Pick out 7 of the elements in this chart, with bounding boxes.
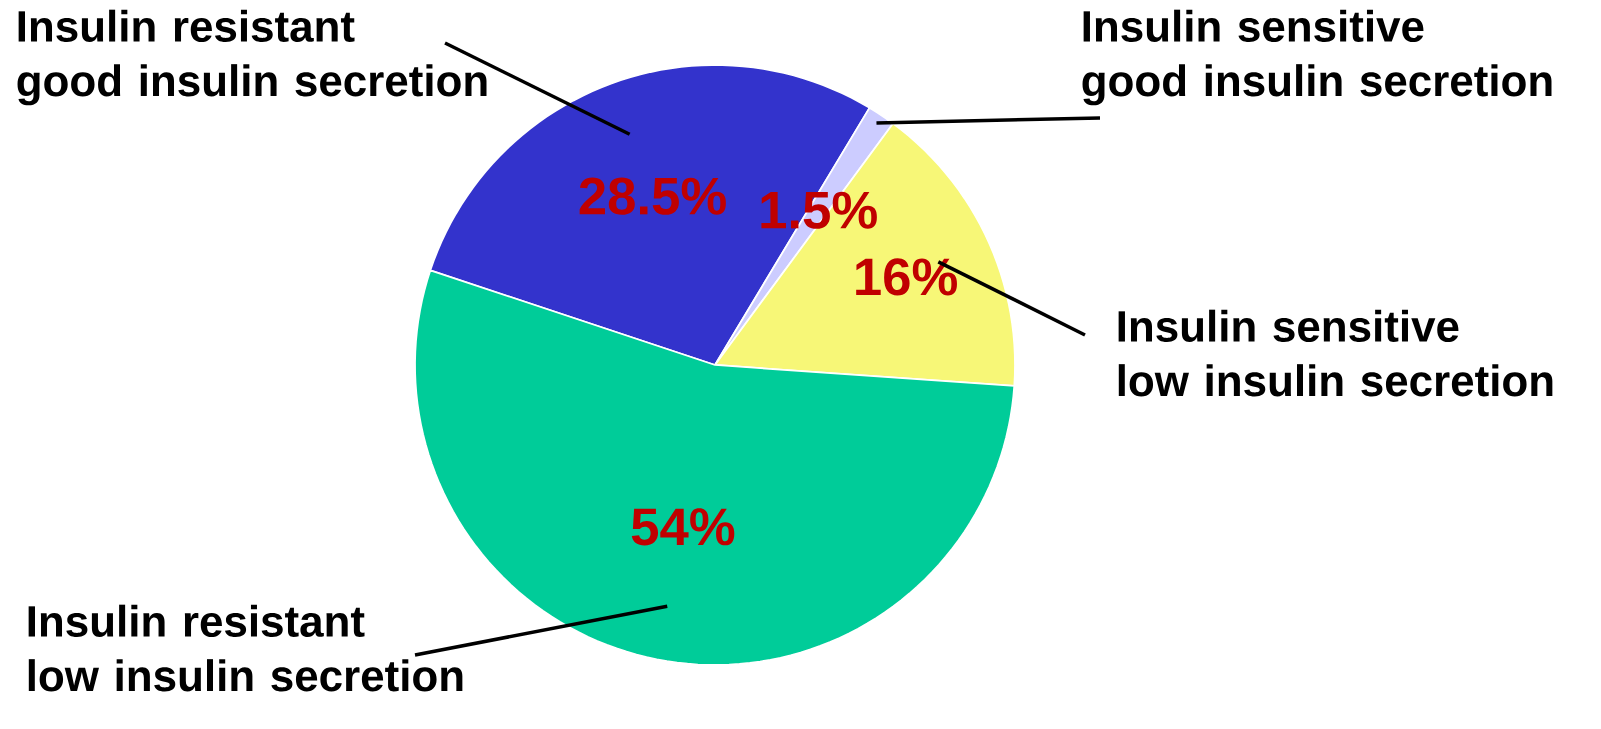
data-label: 28.5% bbox=[579, 177, 726, 215]
slice-label: Insulin sensitive good insulin secretion bbox=[1082, 9, 1552, 106]
slice-label: Insulin resistant low insulin secretion bbox=[28, 604, 463, 692]
slice-label: Insulin sensitive low insulin secretion bbox=[1118, 309, 1553, 397]
data-label: 54% bbox=[631, 508, 735, 546]
slice-label: Insulin resistant good insulin secretion bbox=[17, 9, 487, 106]
data-label: 16% bbox=[856, 258, 957, 296]
